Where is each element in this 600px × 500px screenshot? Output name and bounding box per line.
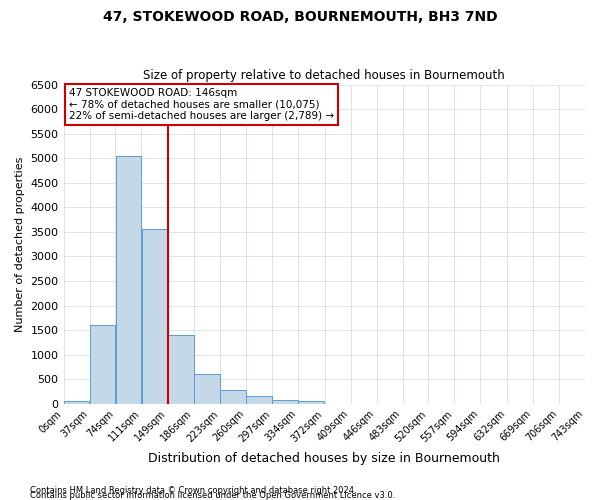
Text: Contains public sector information licensed under the Open Government Licence v3: Contains public sector information licen… <box>30 491 395 500</box>
Bar <box>272 400 298 404</box>
X-axis label: Distribution of detached houses by size in Bournemouth: Distribution of detached houses by size … <box>148 452 500 465</box>
Y-axis label: Number of detached properties: Number of detached properties <box>15 156 25 332</box>
Bar <box>194 374 220 404</box>
Bar <box>116 156 141 404</box>
Bar <box>142 230 167 404</box>
Text: Contains HM Land Registry data © Crown copyright and database right 2024.: Contains HM Land Registry data © Crown c… <box>30 486 356 495</box>
Title: Size of property relative to detached houses in Bournemouth: Size of property relative to detached ho… <box>143 69 505 82</box>
Bar <box>246 396 272 404</box>
Text: 47 STOKEWOOD ROAD: 146sqm
← 78% of detached houses are smaller (10,075)
22% of s: 47 STOKEWOOD ROAD: 146sqm ← 78% of detac… <box>69 88 334 121</box>
Bar <box>168 335 194 404</box>
Text: 47, STOKEWOOD ROAD, BOURNEMOUTH, BH3 7ND: 47, STOKEWOOD ROAD, BOURNEMOUTH, BH3 7ND <box>103 10 497 24</box>
Bar <box>220 390 246 404</box>
Bar <box>89 325 115 404</box>
Bar <box>298 402 324 404</box>
Bar <box>64 401 89 404</box>
